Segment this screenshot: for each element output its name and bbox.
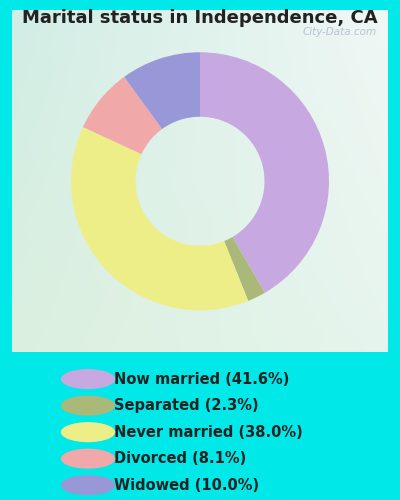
Circle shape [61, 369, 115, 389]
Text: Now married (41.6%): Now married (41.6%) [114, 372, 289, 386]
Circle shape [61, 448, 115, 468]
Text: Divorced (8.1%): Divorced (8.1%) [114, 451, 246, 466]
Wedge shape [71, 127, 248, 310]
Text: Widowed (10.0%): Widowed (10.0%) [114, 478, 259, 493]
Wedge shape [83, 77, 162, 154]
Text: Separated (2.3%): Separated (2.3%) [114, 398, 259, 413]
Text: Never married (38.0%): Never married (38.0%) [114, 424, 303, 440]
Wedge shape [124, 52, 200, 129]
Wedge shape [200, 52, 329, 292]
Circle shape [61, 422, 115, 442]
Circle shape [61, 475, 115, 496]
Text: City-Data.com: City-Data.com [302, 27, 377, 37]
Wedge shape [224, 237, 265, 301]
Circle shape [61, 396, 115, 415]
Text: Marital status in Independence, CA: Marital status in Independence, CA [22, 9, 378, 27]
